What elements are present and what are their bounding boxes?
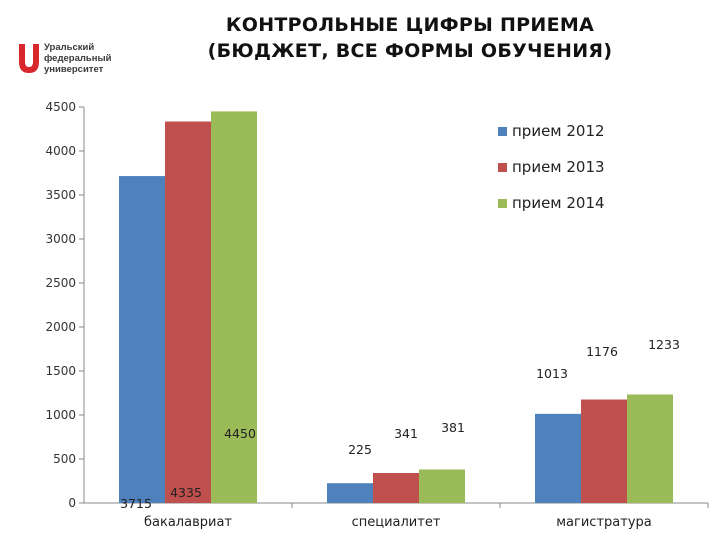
legend-swatch <box>498 199 507 208</box>
data-label: 341 <box>394 426 418 441</box>
data-label: 3715 <box>120 496 152 511</box>
bar-3-3 <box>627 394 673 503</box>
page-title: КОНТРОЛЬНЫЕ ЦИФРЫ ПРИЕМА (БЮДЖЕТ, ВСЕ ФО… <box>160 12 660 64</box>
title-line-1: КОНТРОЛЬНЫЕ ЦИФРЫ ПРИЕМА <box>225 14 595 36</box>
chart-axes: 0 500 1000 1500 2000 2500 3000 3500 4000 4500 бака… <box>45 100 709 530</box>
chart-data-labels: 3715 4335 4450 225 341 381 1013 1176 1233 <box>120 337 680 511</box>
title-line-2: (БЮДЖЕТ, ВСЕ ФОРМЫ ОБУЧЕНИЯ) <box>207 40 613 62</box>
legend-entry: прием 2013 <box>512 158 605 176</box>
y-tick-label: 4000 <box>45 144 76 158</box>
chart-legend: прием 2012 прием 2013 прием 2014 <box>498 122 605 212</box>
university-logo: Уральский федеральный университет <box>16 40 126 80</box>
data-label: 381 <box>441 420 465 435</box>
bar-3-2 <box>419 469 465 503</box>
y-tick-label: 4500 <box>45 100 76 114</box>
data-label: 4450 <box>224 426 256 441</box>
chart-bars <box>119 111 673 504</box>
y-tick-label: 1000 <box>45 408 76 422</box>
legend-entry: прием 2012 <box>512 122 605 140</box>
logo-line: университет <box>44 64 104 75</box>
x-category-label: бакалавриат <box>144 515 232 530</box>
y-tick-label: 3000 <box>45 232 76 246</box>
y-tick-label: 500 <box>53 452 76 466</box>
bar-1-2 <box>327 483 373 503</box>
logo-line: Уральский <box>44 42 95 53</box>
data-label: 4335 <box>170 485 202 500</box>
data-label: 1233 <box>648 337 680 352</box>
y-tick-label: 1500 <box>45 364 76 378</box>
legend-entry: прием 2014 <box>512 194 605 212</box>
x-category-label: магистратура <box>556 515 651 530</box>
bar-1-1 <box>119 176 165 503</box>
bar-2-3 <box>581 399 627 503</box>
data-label: 225 <box>348 442 372 457</box>
data-label: 1013 <box>536 366 568 381</box>
university-logo-text: Уральский федеральный университет <box>44 42 111 75</box>
legend-swatch <box>498 163 507 172</box>
x-category-label: специалитет <box>352 515 441 530</box>
data-label: 1176 <box>586 344 618 359</box>
y-tick-label: 0 <box>68 496 76 510</box>
university-logo-icon <box>19 44 39 73</box>
bar-1-3 <box>535 413 581 503</box>
legend-swatch <box>498 127 507 136</box>
logo-line: федеральный <box>44 53 112 64</box>
bar-2-1 <box>165 121 211 504</box>
y-tick-label: 3500 <box>45 188 76 202</box>
bar-3-1 <box>211 111 257 504</box>
y-tick-label: 2500 <box>45 276 76 290</box>
y-tick-label: 2000 <box>45 320 76 334</box>
bar-2-2 <box>373 472 419 503</box>
